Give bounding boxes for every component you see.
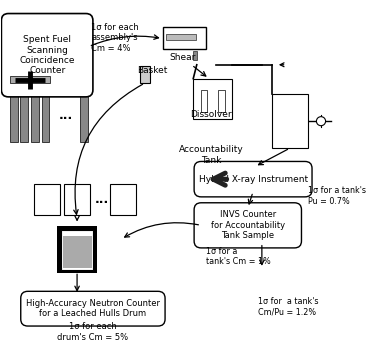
Bar bbox=[31, 90, 39, 142]
Text: ...: ... bbox=[94, 193, 109, 206]
Bar bbox=[64, 184, 90, 215]
Text: Accountability
Tank: Accountability Tank bbox=[178, 146, 243, 165]
FancyBboxPatch shape bbox=[194, 203, 302, 248]
Bar bbox=[61, 230, 93, 270]
FancyBboxPatch shape bbox=[194, 161, 312, 197]
Bar bbox=[163, 27, 206, 49]
Text: 1σ for a tank's
Pu = 0.7%: 1σ for a tank's Pu = 0.7% bbox=[308, 186, 366, 205]
Text: INVS Counter
for Accountability
Tank Sample: INVS Counter for Accountability Tank Sam… bbox=[211, 210, 285, 240]
Text: 1σ for each
assembly's
Cm = 4%: 1σ for each assembly's Cm = 4% bbox=[91, 23, 139, 53]
Bar bbox=[201, 90, 207, 112]
Text: 1σ for  a tank's
Cm/Pu = 1.2%: 1σ for a tank's Cm/Pu = 1.2% bbox=[258, 297, 319, 317]
Bar bbox=[193, 79, 232, 119]
Bar bbox=[218, 90, 225, 112]
Bar bbox=[42, 90, 49, 142]
Text: ...: ... bbox=[58, 110, 73, 122]
Text: 1σ for a
tank's Cm = 1%: 1σ for a tank's Cm = 1% bbox=[206, 247, 270, 266]
Bar bbox=[166, 34, 196, 40]
Text: Basket: Basket bbox=[137, 66, 167, 75]
Bar bbox=[193, 51, 197, 60]
Bar bbox=[195, 88, 230, 118]
Bar bbox=[34, 184, 60, 215]
FancyBboxPatch shape bbox=[21, 291, 165, 326]
Bar bbox=[20, 90, 28, 142]
Bar bbox=[80, 90, 88, 142]
FancyBboxPatch shape bbox=[2, 14, 93, 97]
Bar bbox=[10, 76, 51, 83]
Bar bbox=[10, 90, 18, 142]
Bar bbox=[140, 66, 150, 83]
Text: High-Accuracy Neutron Counter
for a Leached Hulls Drum: High-Accuracy Neutron Counter for a Leac… bbox=[26, 299, 160, 318]
Bar bbox=[272, 94, 308, 148]
Text: 1σ for each
drum's Cm = 5%: 1σ for each drum's Cm = 5% bbox=[57, 322, 129, 342]
Bar bbox=[63, 236, 92, 268]
Bar bbox=[110, 184, 136, 215]
Bar bbox=[57, 226, 97, 273]
Bar bbox=[65, 190, 89, 214]
Bar bbox=[111, 190, 135, 214]
Text: Hybrid X-ray Instrument: Hybrid X-ray Instrument bbox=[198, 175, 308, 184]
Text: Shear: Shear bbox=[170, 53, 196, 62]
Text: Spent Fuel
Scanning
Coincidence
Counter: Spent Fuel Scanning Coincidence Counter bbox=[20, 35, 75, 75]
Bar bbox=[274, 101, 306, 147]
Bar bbox=[35, 190, 59, 214]
Circle shape bbox=[316, 117, 326, 126]
Text: Dissolver: Dissolver bbox=[190, 111, 232, 119]
